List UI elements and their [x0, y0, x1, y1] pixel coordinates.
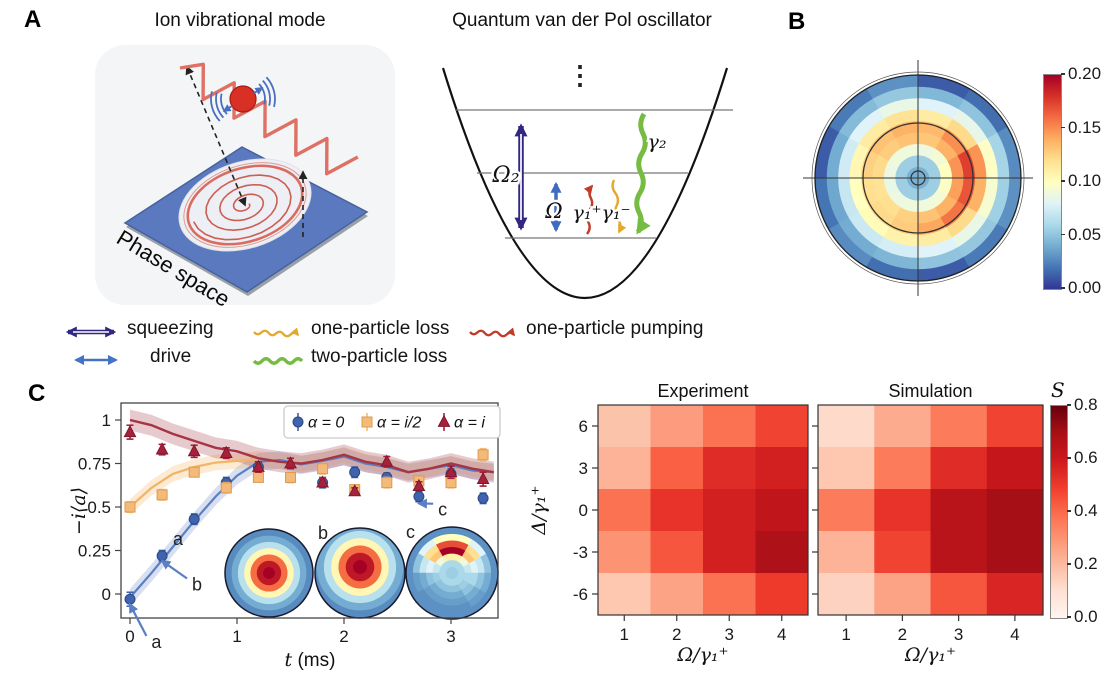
wigner-colorbar — [1043, 74, 1062, 290]
legend-one-particle-pumping-label: one-particle pumping — [526, 318, 704, 339]
y-axis-label: −i⟨a⟩ — [68, 487, 90, 535]
drive-label: Ω — [544, 199, 562, 223]
svg-text:0.25: 0.25 — [78, 542, 111, 561]
s-colorbar-tick: 0.0 — [1074, 607, 1098, 626]
plot-legend-box — [283, 405, 501, 439]
svg-text:1: 1 — [232, 627, 241, 646]
inset-label: b — [318, 523, 328, 543]
svg-text:1: 1 — [620, 625, 629, 644]
svg-text:0: 0 — [125, 627, 134, 646]
one-loss-label: γ₁⁻ — [601, 202, 630, 224]
legend-series-label: α = i/2 — [377, 415, 421, 432]
legend-two-particle-loss-label: two-particle loss — [311, 346, 448, 367]
wigner-colorbar-tick: 0.00 — [1068, 278, 1102, 297]
two-particle-loss-icon — [252, 357, 304, 365]
heatmap-title: Experiment — [657, 381, 748, 401]
svg-text:0.5: 0.5 — [87, 498, 111, 517]
two-loss-label: γ₂ — [648, 131, 667, 153]
heatmap-x-label: Ω/γ₁⁺ — [904, 644, 956, 666]
svg-text:3: 3 — [725, 625, 734, 644]
svg-text:-3: -3 — [573, 543, 588, 562]
svg-text:-6: -6 — [573, 585, 588, 604]
one-particle-pumping-icon — [469, 327, 516, 338]
vdp-energy-level-diagram: ⋮ Ω₂ Ω γ₁⁺ γ₁⁻ γ₂ — [441, 60, 733, 300]
pump-label: γ₁⁺ — [572, 202, 601, 224]
squeezing-arrow-icon — [65, 326, 117, 338]
annotation-label: b — [192, 575, 202, 595]
panel-b-label: B — [788, 8, 806, 35]
x-axis-label: t (ms) — [285, 649, 336, 671]
svg-text:3: 3 — [954, 625, 963, 644]
ellipsis-icon: ⋮ — [567, 60, 593, 90]
heatmap-title: Simulation — [888, 381, 972, 401]
s-colorbar-tick: 0.2 — [1074, 554, 1098, 573]
svg-text:0.75: 0.75 — [78, 455, 111, 474]
svg-text:4: 4 — [1010, 625, 1019, 644]
panel-a-left-title: Ion vibrational mode — [154, 10, 326, 31]
svg-text:0: 0 — [579, 501, 588, 520]
panel-a-right-title: Quantum van der Pol oscillator — [452, 10, 712, 31]
s-colorbar-tick: 0.6 — [1074, 448, 1098, 467]
annotation-label: a — [151, 632, 162, 652]
inset-label: c — [406, 522, 415, 542]
svg-text:3: 3 — [446, 627, 455, 646]
svg-text:2: 2 — [672, 625, 681, 644]
panel-a-label: A — [24, 6, 42, 33]
experiment-heatmap: Experiment 1 2 3 4 6 3 0 -3 -6 Ω/γ₁⁺ Δ/γ₁⁺ — [528, 381, 809, 666]
svg-text:0: 0 — [102, 585, 111, 604]
dynamics-plot: a b c 0 1 2 3 0 0.25 0.5 0.75 1 −i⟨a⟩ t (ms) α = 0 α = … — [68, 402, 501, 671]
svg-text:6: 6 — [579, 417, 588, 436]
svg-text:4: 4 — [777, 625, 786, 644]
ion-vibrational-mode-illustration: Phase space — [95, 45, 395, 312]
s-colorbar-tick: 0.4 — [1074, 501, 1098, 520]
svg-text:1: 1 — [102, 411, 111, 430]
legend-squeezing-label: squeezing — [127, 318, 214, 339]
s-colorbar-tick: 0.8 — [1074, 395, 1098, 414]
wigner-polar-heatmap — [803, 60, 1033, 296]
s-colorbar — [1050, 405, 1068, 619]
one-particle-loss-icon — [253, 327, 300, 338]
heatmap-y-label: Δ/γ₁⁺ — [528, 485, 550, 535]
panel-c-label: C — [28, 380, 46, 407]
annotation-label: c — [438, 500, 447, 520]
svg-text:2: 2 — [898, 625, 907, 644]
heatmap-x-label: Ω/γ₁⁺ — [676, 644, 728, 666]
drive-arrow-icon — [74, 355, 118, 365]
legend-series-label: α = 0 — [308, 415, 344, 432]
wigner-colorbar-tick: 0.10 — [1068, 171, 1102, 190]
inset-label: a — [173, 529, 184, 549]
simulation-heatmap: Simulation 1 2 3 4 Ω/γ₁⁺ — [812, 381, 1044, 666]
svg-text:2: 2 — [339, 627, 348, 646]
legend-drive-label: drive — [150, 346, 192, 367]
squeeze-label: Ω₂ — [491, 163, 519, 188]
wigner-colorbar-tick: 0.05 — [1068, 224, 1102, 244]
svg-text:1: 1 — [841, 625, 850, 644]
wigner-colorbar-tick: 0.20 — [1068, 64, 1102, 83]
legend-series-label: α = i — [454, 415, 485, 432]
legend-one-particle-loss-label: one-particle loss — [311, 318, 450, 339]
s-colorbar-label: S — [1051, 378, 1065, 402]
svg-text:3: 3 — [579, 459, 588, 478]
wigner-colorbar-tick: 0.15 — [1068, 117, 1102, 137]
